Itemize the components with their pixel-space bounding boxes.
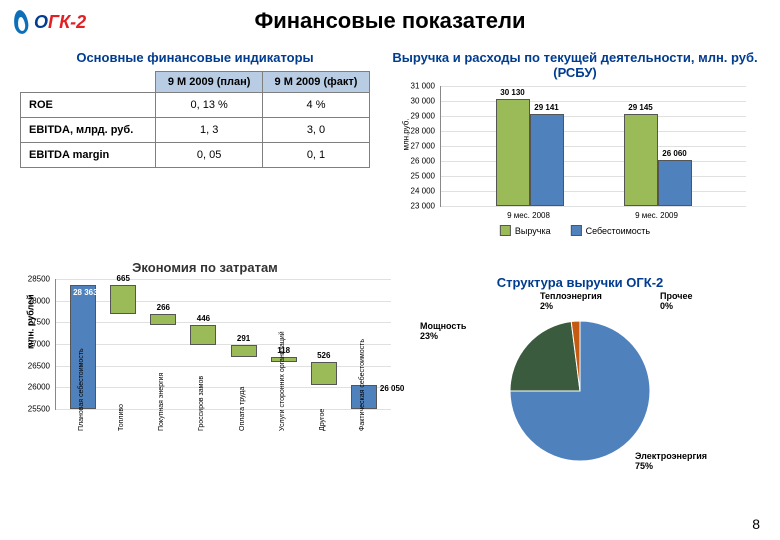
bc-legend-item: Себестоимость <box>571 225 651 236</box>
indicators-section: Основные финансовые индикаторы 9 М 2009 … <box>20 50 370 168</box>
wf-bar: 266 <box>150 314 176 326</box>
row-plan: 1, 3 <box>156 118 263 143</box>
bc-legend-item: Выручка <box>500 225 551 236</box>
wf-xtick: Покупная энергия <box>158 373 165 431</box>
row-plan: 0, 05 <box>156 143 263 168</box>
wf-bar-label: 266 <box>157 303 170 312</box>
page-number: 8 <box>752 516 760 532</box>
bc-bar: 29 145 <box>624 114 658 206</box>
bc-bar-label: 30 130 <box>500 88 524 97</box>
bc-bar: 29 141 <box>530 114 564 206</box>
col-plan: 9 М 2009 (план) <box>156 72 263 93</box>
wf-xtick: Другое <box>319 409 326 431</box>
wf-ytick: 27000 <box>28 340 50 349</box>
wf-bar-label: 446 <box>197 314 210 323</box>
bc-ytick: 31 000 <box>411 82 435 91</box>
wf-bar-label: 291 <box>237 334 250 343</box>
bc-ytick: 30 000 <box>411 97 435 106</box>
bc-ytick: 23 000 <box>411 202 435 211</box>
revenue-section: Выручка и расходы по текущей деятельност… <box>390 50 760 236</box>
wf-ytick: 27500 <box>28 318 50 327</box>
bc-bar-label: 26 060 <box>662 149 686 158</box>
wf-bar-label: 28 363 <box>73 288 97 297</box>
pie-title: Структура выручки ОГК-2 <box>400 275 760 290</box>
waterfall-title: Экономия по затратам <box>20 260 390 275</box>
wf-bar: 291 <box>231 345 257 358</box>
pie-label: Теплоэнергия2% <box>540 292 602 312</box>
row-fact: 3, 0 <box>263 118 370 143</box>
bc-ytick: 25 000 <box>411 172 435 181</box>
bc-ytick: 26 000 <box>411 157 435 166</box>
table-row: EBITDA margin0, 050, 1 <box>21 143 370 168</box>
wf-bar: 526 <box>311 362 337 385</box>
wf-ytick: 28500 <box>28 275 50 284</box>
wf-ytick: 25500 <box>28 405 50 414</box>
wf-xtick: Фактическая себестоимость <box>359 339 366 431</box>
pie-label: Мощность23% <box>420 322 466 342</box>
wf-bar-label: 665 <box>117 274 130 283</box>
wf-bar: 665 <box>110 285 136 314</box>
wf-xtick: Оплата труда <box>239 387 246 431</box>
col-fact: 9 М 2009 (факт) <box>263 72 370 93</box>
bc-xtick: 9 мес. 2008 <box>507 211 550 220</box>
bc-legend: Выручка Себестоимость <box>500 225 650 236</box>
slide-title: Финансовые показатели <box>0 8 780 34</box>
row-plan: 0, 13 % <box>156 93 263 118</box>
bc-ytick: 28 000 <box>411 127 435 136</box>
wf-ytick: 28000 <box>28 296 50 305</box>
bc-bar: 30 130 <box>496 99 530 206</box>
waterfall-section: Экономия по затратам млн. рублей 2550026… <box>20 260 390 429</box>
revenue-bar-chart: млн.руб. 23 000 24 000 25 000 26 000 27 000 2… <box>405 86 745 236</box>
bc-ylabel: млн.руб. <box>402 118 411 150</box>
pie-label: Электроэнергия75% <box>635 452 707 472</box>
table-row: EBITDA, млрд. руб.1, 33, 0 <box>21 118 370 143</box>
pie-label: Прочее0% <box>660 292 692 312</box>
bc-ytick: 29 000 <box>411 112 435 121</box>
indicators-title: Основные финансовые индикаторы <box>20 50 370 65</box>
pie-section: Структура выручки ОГК-2 Электроэнергия75… <box>400 275 760 466</box>
indicators-table: 9 М 2009 (план) 9 М 2009 (факт) ROE0, 13… <box>20 71 370 168</box>
wf-bar-label: 526 <box>317 351 330 360</box>
wf-ytick: 26500 <box>28 361 50 370</box>
bc-ytick: 27 000 <box>411 142 435 151</box>
bc-xtick: 9 мес. 2009 <box>635 211 678 220</box>
row-fact: 4 % <box>263 93 370 118</box>
wf-xtick: Плановая себестоимость <box>78 348 85 431</box>
table-row: ROE0, 13 %4 % <box>21 93 370 118</box>
bc-ytick: 24 000 <box>411 187 435 196</box>
wf-xtick: Услуги сторонних организаций <box>279 331 286 431</box>
bc-bar-label: 29 141 <box>534 103 558 112</box>
row-fact: 0, 1 <box>263 143 370 168</box>
revenue-title: Выручка и расходы по текущей деятельност… <box>390 50 760 80</box>
row-label: ROE <box>21 93 156 118</box>
row-label: EBITDA, млрд. руб. <box>21 118 156 143</box>
bc-bar-label: 29 145 <box>628 103 652 112</box>
wf-ytick: 26000 <box>28 383 50 392</box>
wf-xtick: Топливо <box>118 404 125 431</box>
row-label: EBITDA margin <box>21 143 156 168</box>
wf-xtick: Гроссиров замов <box>198 376 205 431</box>
wf-bar: 446 <box>190 325 216 344</box>
bc-bar: 26 060 <box>658 160 692 206</box>
